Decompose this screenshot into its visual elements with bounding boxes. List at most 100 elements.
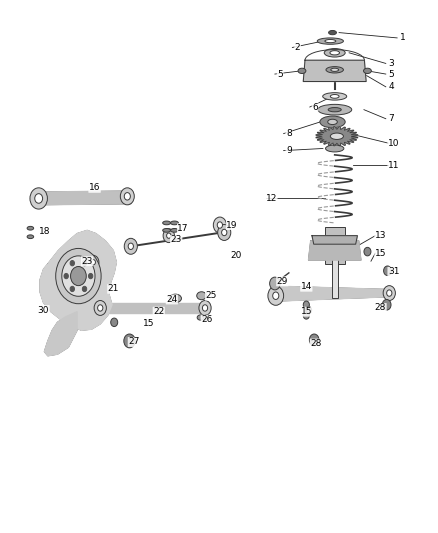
Text: 24: 24	[166, 295, 177, 304]
Circle shape	[213, 217, 226, 233]
Text: 18: 18	[39, 228, 50, 237]
Text: 3: 3	[389, 59, 394, 68]
Ellipse shape	[326, 67, 343, 73]
Circle shape	[268, 286, 284, 305]
Ellipse shape	[298, 68, 306, 74]
Circle shape	[202, 305, 208, 311]
Circle shape	[387, 290, 392, 296]
Circle shape	[218, 224, 231, 240]
Circle shape	[222, 229, 227, 236]
Polygon shape	[44, 312, 77, 356]
Ellipse shape	[170, 229, 178, 232]
Text: 27: 27	[128, 337, 140, 346]
Ellipse shape	[331, 68, 339, 71]
Circle shape	[35, 193, 42, 203]
Text: 17: 17	[177, 224, 189, 233]
Circle shape	[217, 222, 223, 228]
Circle shape	[62, 256, 95, 296]
Circle shape	[383, 286, 396, 301]
Text: 25: 25	[205, 291, 217, 300]
Text: 11: 11	[388, 161, 399, 170]
Text: 8: 8	[286, 129, 292, 138]
Ellipse shape	[328, 119, 337, 125]
Polygon shape	[272, 286, 394, 301]
Circle shape	[70, 261, 74, 266]
Text: 9: 9	[286, 146, 292, 155]
Text: 31: 31	[388, 268, 399, 276]
Ellipse shape	[27, 227, 34, 230]
Text: 10: 10	[388, 139, 399, 148]
Circle shape	[384, 266, 392, 276]
Ellipse shape	[330, 133, 343, 140]
Text: 19: 19	[226, 221, 238, 230]
Ellipse shape	[330, 94, 339, 98]
Circle shape	[88, 273, 93, 279]
Circle shape	[56, 248, 101, 304]
Text: 28: 28	[375, 303, 386, 312]
Text: 5: 5	[277, 70, 283, 78]
Circle shape	[111, 318, 118, 327]
Text: 12: 12	[266, 194, 277, 203]
Text: 14: 14	[300, 282, 312, 291]
Circle shape	[98, 305, 103, 311]
Circle shape	[305, 306, 311, 314]
Circle shape	[94, 301, 106, 316]
Polygon shape	[316, 127, 358, 146]
Text: 1: 1	[399, 34, 405, 43]
Circle shape	[71, 266, 86, 286]
Ellipse shape	[328, 108, 341, 112]
Circle shape	[273, 292, 279, 300]
Circle shape	[309, 334, 319, 346]
Circle shape	[124, 192, 131, 200]
Text: 21: 21	[108, 284, 119, 293]
Circle shape	[128, 243, 134, 249]
Polygon shape	[100, 303, 205, 313]
Text: 26: 26	[201, 315, 212, 324]
Ellipse shape	[325, 145, 344, 152]
Circle shape	[82, 286, 87, 292]
Ellipse shape	[364, 68, 371, 74]
Ellipse shape	[27, 235, 34, 239]
Ellipse shape	[318, 104, 352, 115]
Text: 2: 2	[295, 43, 300, 52]
Text: 30: 30	[38, 305, 49, 314]
Ellipse shape	[325, 39, 336, 43]
Circle shape	[303, 301, 309, 309]
Circle shape	[120, 188, 134, 205]
Ellipse shape	[323, 93, 347, 100]
Circle shape	[64, 273, 68, 279]
Text: 6: 6	[312, 102, 318, 111]
Circle shape	[166, 233, 171, 238]
Text: 23: 23	[81, 257, 93, 265]
Text: 4: 4	[389, 82, 394, 91]
Text: 15: 15	[300, 307, 312, 316]
Text: 5: 5	[389, 70, 394, 78]
Circle shape	[82, 261, 87, 266]
Text: 16: 16	[89, 183, 100, 192]
Text: 15: 15	[375, 249, 386, 258]
Polygon shape	[308, 241, 361, 260]
Text: 15: 15	[143, 319, 155, 328]
Ellipse shape	[162, 221, 170, 225]
Circle shape	[88, 255, 99, 269]
Ellipse shape	[328, 30, 336, 35]
Ellipse shape	[317, 38, 343, 44]
Ellipse shape	[169, 294, 181, 303]
Circle shape	[124, 238, 138, 254]
Text: 7: 7	[389, 114, 394, 123]
Text: 22: 22	[153, 307, 164, 316]
Circle shape	[163, 229, 174, 243]
Circle shape	[30, 188, 47, 209]
Ellipse shape	[197, 292, 206, 300]
Circle shape	[270, 277, 280, 290]
Circle shape	[199, 301, 211, 316]
Ellipse shape	[162, 229, 170, 232]
Bar	[332, 245, 338, 298]
Ellipse shape	[203, 315, 210, 320]
Polygon shape	[40, 230, 117, 330]
Circle shape	[70, 286, 74, 292]
Text: 28: 28	[310, 339, 321, 348]
Polygon shape	[33, 191, 131, 205]
Ellipse shape	[324, 49, 345, 57]
Circle shape	[124, 334, 135, 348]
